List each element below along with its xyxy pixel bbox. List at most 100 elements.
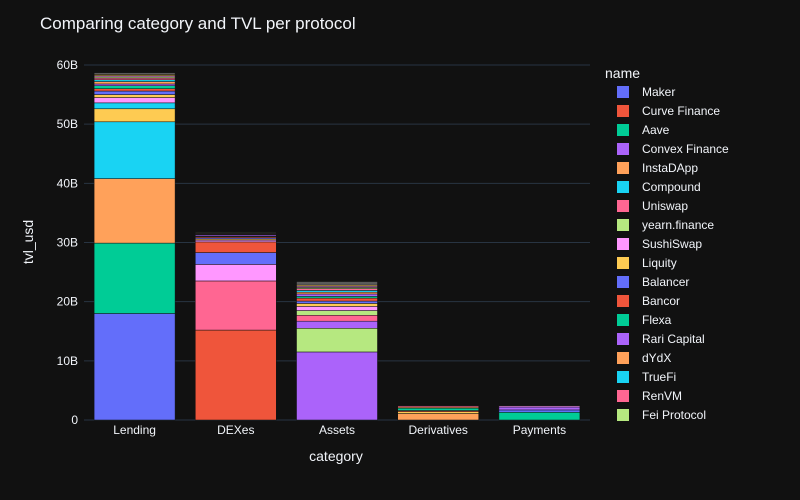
y-axis-label: tvl_usd	[20, 220, 36, 264]
bar-segment[interactable]	[296, 293, 378, 297]
bar-segment[interactable]	[93, 313, 176, 421]
bar-segment[interactable]	[296, 281, 378, 286]
bar-segment[interactable]	[195, 231, 277, 233]
x-tick-label: Assets	[319, 423, 355, 437]
legend-swatch[interactable]	[617, 105, 629, 117]
bar-segment[interactable]	[296, 306, 378, 311]
legend-item-label[interactable]: Compound	[642, 180, 701, 194]
legend-item-label[interactable]: Rari Capital	[642, 332, 705, 346]
legend-item-label[interactable]: Fei Protocol	[642, 408, 706, 422]
bar-segment[interactable]	[195, 280, 277, 331]
legend-swatch[interactable]	[617, 200, 629, 212]
legend-swatch[interactable]	[617, 371, 629, 383]
legend-item-label[interactable]: Bancor	[642, 294, 680, 308]
bar-segment[interactable]	[195, 329, 277, 421]
legend-swatch[interactable]	[617, 276, 629, 288]
bar-segment[interactable]	[498, 406, 581, 411]
legend-swatch[interactable]	[617, 390, 629, 402]
bar-segment[interactable]	[195, 241, 277, 253]
bar-segment[interactable]	[296, 297, 378, 302]
bar-segment[interactable]	[93, 81, 176, 85]
bar-segment[interactable]	[498, 412, 581, 421]
legend-item-label[interactable]: RenVM	[642, 389, 682, 403]
y-tick-label: 60B	[57, 58, 78, 72]
bar-segment[interactable]	[296, 328, 378, 353]
bar-segment[interactable]	[93, 85, 176, 89]
legend-item-label[interactable]: SushiSwap	[642, 237, 702, 251]
legend-item-label[interactable]: dYdX	[642, 351, 671, 365]
y-axis-ticks: 0 10B 20B 30B 40B 50B 60B	[57, 58, 79, 427]
legend-swatch[interactable]	[617, 352, 629, 364]
y-tick-label: 0	[71, 413, 78, 427]
legend-swatch[interactable]	[617, 219, 629, 231]
bar-segment[interactable]	[296, 296, 378, 299]
bar-segment[interactable]	[195, 252, 277, 265]
bar-segment[interactable]	[397, 411, 479, 414]
x-tick-label: Payments	[513, 423, 566, 437]
bar-segment[interactable]	[93, 102, 176, 110]
legend-item-label[interactable]: Uniswap	[642, 199, 688, 213]
legend-item-label[interactable]: Maker	[642, 85, 675, 99]
legend-item-label[interactable]: Liquity	[642, 256, 677, 270]
bar-segment[interactable]	[93, 242, 176, 314]
bar-segment[interactable]	[296, 320, 378, 329]
y-tick-label: 30B	[57, 236, 78, 250]
x-tick-label: Derivatives	[409, 423, 468, 437]
legend-swatch[interactable]	[617, 181, 629, 193]
bar-segment[interactable]	[397, 413, 479, 421]
legend-swatch[interactable]	[617, 124, 629, 136]
legend-item-label[interactable]: InstaDApp	[642, 161, 698, 175]
legend-swatch[interactable]	[617, 333, 629, 345]
bar-segment[interactable]	[296, 303, 378, 307]
legend-swatch[interactable]	[617, 314, 629, 326]
bar-segment[interactable]	[498, 404, 581, 407]
y-tick-label: 40B	[57, 176, 78, 190]
legend-item-label[interactable]: Aave	[642, 123, 670, 137]
bars	[93, 72, 581, 421]
bar-segment[interactable]	[296, 291, 378, 295]
legend-item-label[interactable]: TrueFi	[642, 370, 676, 384]
bar-segment[interactable]	[397, 407, 479, 411]
bar-segment[interactable]	[93, 121, 176, 179]
x-axis-ticks: Lending DEXes Assets Derivatives Payments	[113, 423, 566, 437]
bar-segment[interactable]	[296, 288, 378, 291]
bar-segment[interactable]	[296, 300, 378, 304]
bar-segment[interactable]	[195, 264, 277, 282]
legend-item-label[interactable]: Flexa	[642, 313, 672, 327]
bar-segment[interactable]	[93, 90, 176, 95]
bar-segment[interactable]	[93, 94, 176, 98]
bar-segment[interactable]	[195, 239, 277, 243]
bar-segment[interactable]	[498, 409, 581, 413]
bar-segment[interactable]	[296, 310, 378, 316]
legend-item-label[interactable]: Convex Finance	[642, 142, 729, 156]
legend-swatch[interactable]	[617, 86, 629, 98]
bar-segment[interactable]	[93, 88, 176, 92]
legend-swatch[interactable]	[617, 238, 629, 250]
bar-segment[interactable]	[296, 315, 378, 322]
bar-segment[interactable]	[296, 351, 378, 421]
legend-item-label[interactable]: Balancer	[642, 275, 689, 289]
bar-segment[interactable]	[93, 83, 176, 86]
bar-segment[interactable]	[397, 404, 479, 407]
legend-swatch[interactable]	[617, 409, 629, 421]
legend-swatch[interactable]	[617, 143, 629, 155]
bar-segment[interactable]	[93, 97, 176, 104]
x-tick-label: DEXes	[217, 423, 254, 437]
legend: name Maker Curve Finance Aave Convex Financ…	[605, 65, 729, 422]
legend-title: name	[605, 65, 640, 81]
bar-segment[interactable]	[296, 290, 378, 293]
bar-segment[interactable]	[93, 77, 176, 81]
bar-segment[interactable]	[93, 178, 176, 244]
legend-swatch[interactable]	[617, 295, 629, 307]
bar-segment[interactable]	[93, 72, 176, 75]
legend-swatch[interactable]	[617, 257, 629, 269]
legend-swatch[interactable]	[617, 162, 629, 174]
bar-segment[interactable]	[93, 79, 176, 82]
x-axis-label: category	[309, 448, 363, 464]
legend-item-label[interactable]: yearn.finance	[642, 218, 714, 232]
legend-item-label[interactable]: Curve Finance	[642, 104, 720, 118]
chart-title: Comparing category and TVL per protocol	[40, 14, 356, 33]
y-tick-label: 50B	[57, 117, 78, 131]
bar-segment[interactable]	[93, 108, 176, 123]
